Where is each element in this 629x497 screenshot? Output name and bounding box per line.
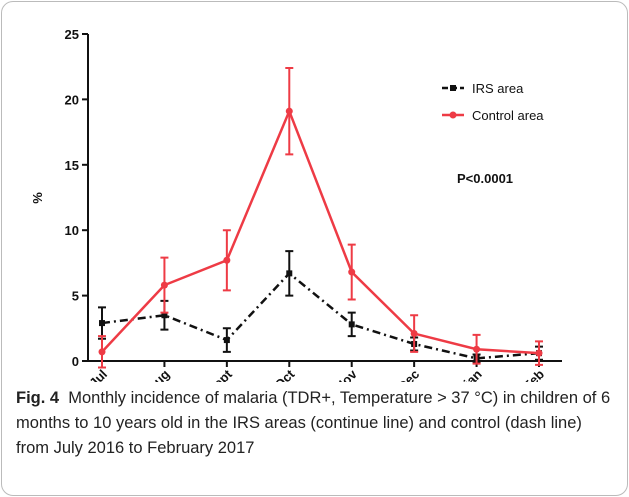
annotation: P<0.0001 [457,171,513,186]
marker [160,281,168,289]
y-tick-label: 5 [72,289,79,304]
caption: Fig. 4 Monthly incidence of malaria (TDR… [16,386,616,461]
marker [286,270,293,277]
x-tick-label: Jul [86,367,110,382]
marker [285,107,293,115]
series-line [101,107,540,355]
y-tick-label: 25 [65,27,79,42]
y-tick-label: 10 [65,223,79,238]
y-tick-label: 15 [65,158,79,173]
marker [223,256,231,264]
marker [98,348,106,356]
x-tick-label: Nov [332,366,361,382]
x-tick-label: Oct [271,366,297,382]
y-axis-label: % [30,192,45,204]
legend-label: Control area [472,108,544,123]
caption-label: Fig. 4 [16,389,60,407]
marker [410,330,418,338]
marker [161,312,168,319]
x-tick-label: jan [460,366,485,382]
x-tick-label: Dec [395,367,422,382]
y-tick-label: 20 [65,92,79,107]
legend-label: IRS area [472,81,524,96]
marker [348,321,355,328]
chart: % P<0.0001 0 5 10 15 20 25 Jul Aug Sept Oct Nov Dec… [30,27,562,382]
marker [99,320,105,327]
x-tick-label: Feb [520,366,547,382]
y-tick-label: 0 [72,354,79,369]
legend-marker [449,111,457,119]
x-tick-label: Aug [144,366,173,382]
legend-marker [450,85,456,91]
marker [473,345,481,353]
x-tick-label: Sept [204,366,235,382]
marker [223,337,230,344]
series-line [101,271,540,360]
marker [535,349,543,357]
caption-text: Monthly incidence of malaria (TDR+, Temp… [16,389,611,457]
marker [348,268,356,276]
